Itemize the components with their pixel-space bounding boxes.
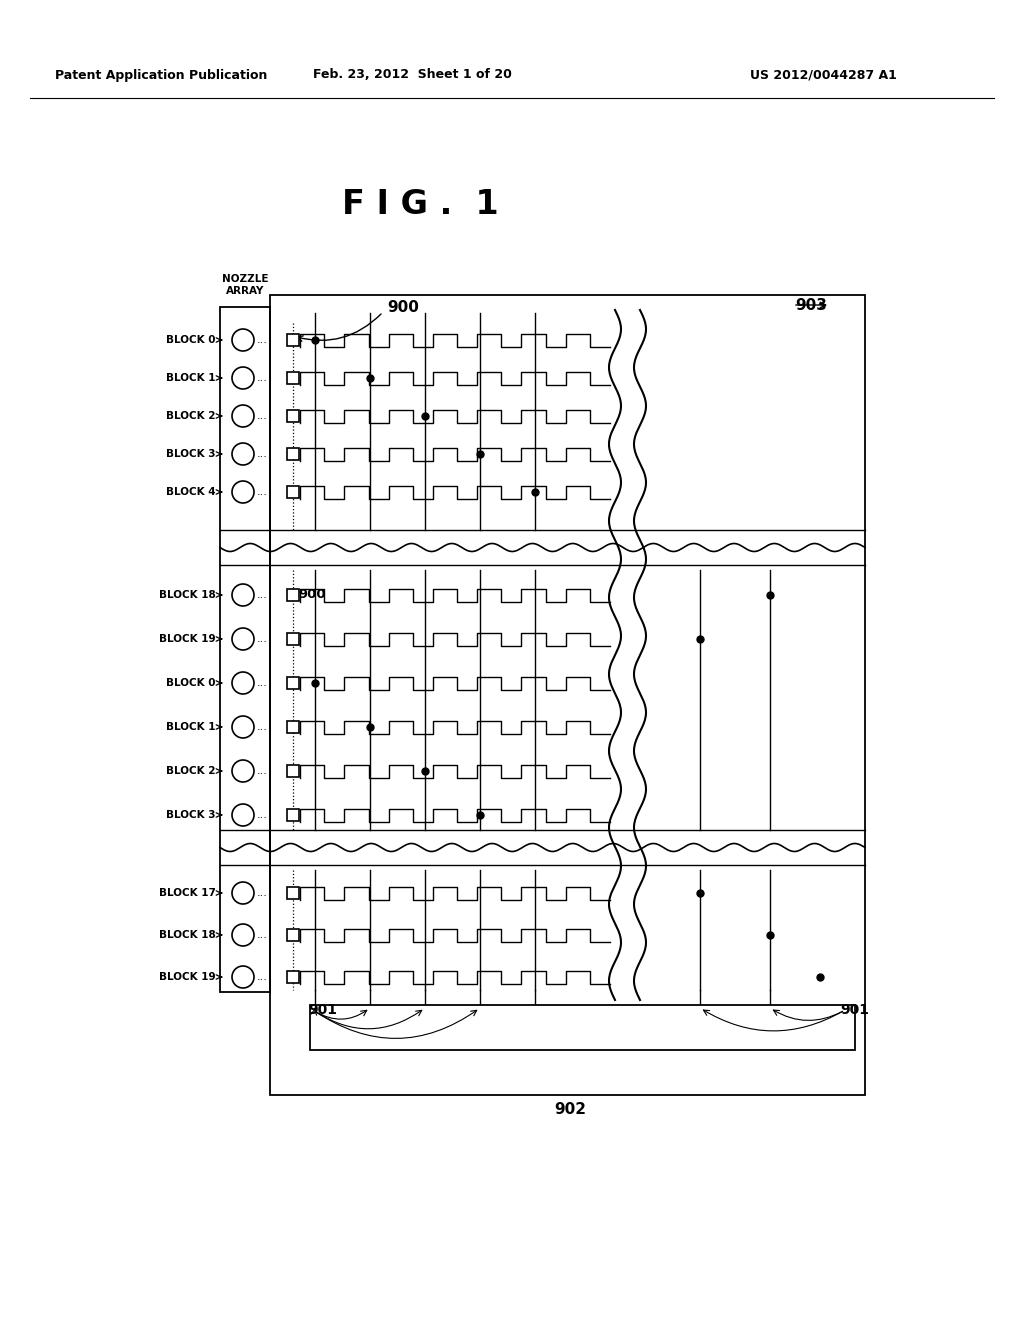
Text: BLOCK 17: BLOCK 17 (159, 888, 216, 898)
Text: 902: 902 (554, 1102, 586, 1118)
Text: ...: ... (257, 449, 268, 459)
Text: ...: ... (257, 634, 268, 644)
Bar (287, 766, 299, 777)
Text: BLOCK 2: BLOCK 2 (167, 766, 216, 776)
Text: Feb. 23, 2012  Sheet 1 of 20: Feb. 23, 2012 Sheet 1 of 20 (312, 69, 511, 82)
Bar (287, 634, 299, 645)
Text: ...: ... (257, 487, 268, 498)
Bar (287, 721, 299, 733)
Text: ...: ... (257, 722, 268, 733)
Bar (287, 334, 299, 346)
Text: ...: ... (257, 590, 268, 601)
Text: 901: 901 (308, 1003, 337, 1016)
Bar (287, 486, 299, 498)
Text: 903: 903 (795, 297, 826, 313)
Text: ...: ... (257, 678, 268, 688)
Text: 900: 900 (298, 589, 326, 602)
Text: NOZZLE
ARRAY: NOZZLE ARRAY (222, 273, 268, 296)
Bar (287, 809, 299, 821)
Text: ...: ... (257, 335, 268, 345)
Text: BLOCK 3: BLOCK 3 (167, 449, 216, 459)
Text: BLOCK 19: BLOCK 19 (160, 634, 216, 644)
Bar (287, 372, 299, 384)
Text: US 2012/0044287 A1: US 2012/0044287 A1 (750, 69, 897, 82)
Text: BLOCK 18: BLOCK 18 (160, 931, 216, 940)
Text: 900: 900 (387, 301, 419, 315)
Bar (287, 411, 299, 422)
Text: ...: ... (257, 888, 268, 898)
Text: BLOCK 1: BLOCK 1 (167, 722, 216, 733)
Text: BLOCK 4: BLOCK 4 (166, 487, 216, 498)
Text: ...: ... (257, 374, 268, 383)
Text: ...: ... (257, 972, 268, 982)
Text: BLOCK 18: BLOCK 18 (160, 590, 216, 601)
Bar (220, 308, 270, 993)
Bar (287, 589, 299, 601)
Bar (287, 677, 299, 689)
Text: BLOCK 1: BLOCK 1 (167, 374, 216, 383)
Bar (287, 887, 299, 899)
Text: Patent Application Publication: Patent Application Publication (55, 69, 267, 82)
Text: F I G .  1: F I G . 1 (342, 189, 499, 222)
Text: ...: ... (257, 810, 268, 820)
Bar (310, 1005, 855, 1049)
Text: 901: 901 (840, 1003, 869, 1016)
Text: ...: ... (257, 411, 268, 421)
Bar (287, 929, 299, 941)
Text: BLOCK 19: BLOCK 19 (160, 972, 216, 982)
Text: ...: ... (257, 931, 268, 940)
Text: ...: ... (257, 766, 268, 776)
Bar (287, 447, 299, 459)
Text: BLOCK 2: BLOCK 2 (167, 411, 216, 421)
Text: BLOCK 0: BLOCK 0 (167, 678, 216, 688)
Bar (270, 294, 865, 1096)
Text: BLOCK 0: BLOCK 0 (167, 335, 216, 345)
Bar (287, 972, 299, 983)
Text: BLOCK 3: BLOCK 3 (167, 810, 216, 820)
